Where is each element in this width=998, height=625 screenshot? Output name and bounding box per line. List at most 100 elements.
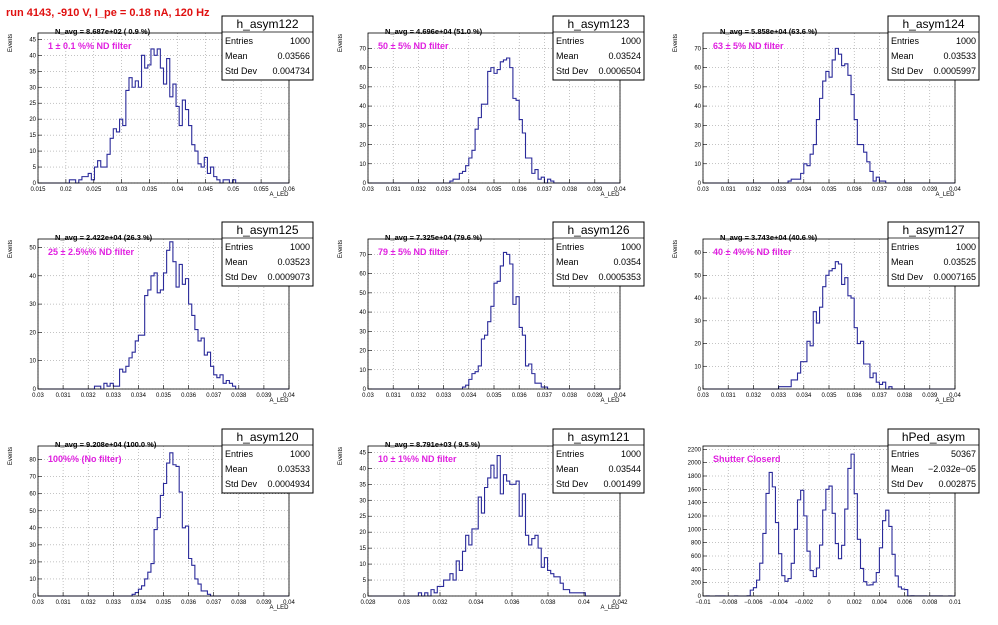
y-tick-label: 0 — [33, 181, 37, 187]
y-tick-label: 30 — [29, 302, 36, 308]
x-tick-label: 0.036 — [847, 187, 863, 193]
x-tick-label: 0.031 — [56, 600, 72, 606]
stats-box: h_asym122 Entries 1000 Mean 0.03566 Std Dev 0.… — [221, 15, 314, 81]
stats-box-title: h_asym122 — [236, 17, 298, 31]
stats-entries-label: Entries — [556, 449, 585, 459]
y-tick-label: 25 — [359, 514, 366, 520]
x-tick-label: 0.037 — [206, 600, 222, 606]
stats-box: hPed_asym Entries 50367 Mean −2.032e−05 Std D… — [887, 428, 980, 494]
x-tick-label: 0.039 — [922, 187, 938, 193]
y-tick-label: 45 — [29, 37, 36, 43]
stats-std-value: 0.002875 — [938, 479, 976, 489]
x-tick-label: 0.025 — [86, 187, 102, 193]
stats-mean-label: Mean — [225, 51, 248, 61]
y-tick-label: 20 — [359, 143, 366, 149]
y-tick-label: 1400 — [688, 501, 702, 507]
stats-entries-label: Entries — [225, 242, 254, 252]
y-tick-label: 10 — [359, 162, 366, 168]
x-tick-label: 0.036 — [181, 393, 197, 399]
x-tick-label: 0.033 — [436, 187, 452, 193]
x-axis-title: A_LED — [600, 398, 620, 404]
y-tick-label: 35 — [29, 69, 36, 75]
x-tick-label: 0.038 — [231, 393, 247, 399]
n-avg-label: N_avg = 5.858e+04 (63.6 %) — [720, 27, 818, 36]
x-tick-label: 0.036 — [504, 600, 520, 606]
stats-entries-value: 1000 — [956, 36, 976, 46]
histogram-line — [38, 48, 289, 184]
stats-std-value: 0.0009073 — [267, 272, 310, 282]
stats-entries-value: 1000 — [956, 242, 976, 252]
y-tick-label: 600 — [691, 554, 702, 560]
stats-std-value: 0.0005353 — [598, 272, 641, 282]
y-tick-label: 0 — [698, 181, 702, 187]
y-tick-label: 0 — [33, 594, 37, 600]
y-tick-label: 45 — [359, 450, 366, 456]
x-tick-label: 0.033 — [106, 600, 122, 606]
y-tick-label: 35 — [359, 482, 366, 488]
y-tick-label: 60 — [29, 492, 36, 498]
x-tick-label: 0.036 — [847, 393, 863, 399]
stats-box-title: h_asym126 — [567, 223, 629, 237]
x-tick-label: 0.055 — [254, 187, 270, 193]
x-tick-label: 0.033 — [771, 393, 787, 399]
x-tick-label: 0.04 — [578, 600, 590, 606]
x-tick-label: 0.04 — [283, 393, 295, 399]
x-tick-label: 0.039 — [587, 187, 603, 193]
x-tick-label: 0.032 — [411, 187, 427, 193]
stats-entries-label: Entries — [556, 36, 585, 46]
stats-box-title: hPed_asym — [902, 430, 965, 444]
x-tick-label: 0.037 — [872, 393, 888, 399]
y-tick-label: 50 — [359, 85, 366, 91]
filter-label: 1 ± 0.1 %% ND filter — [48, 41, 132, 51]
stats-mean-value: 0.03533 — [943, 51, 976, 61]
x-tick-label: 0.06 — [283, 187, 295, 193]
x-tick-label: 0.034 — [461, 393, 477, 399]
y-tick-label: 60 — [694, 66, 701, 72]
stats-entries-label: Entries — [225, 36, 254, 46]
panel-h_asym126: 0.03 0.031 0.032 0.033 0.034 0.035 0.036 0.037 0… — [338, 221, 645, 404]
y-axis-title: Events — [673, 240, 679, 258]
x-axis-title: A_LED — [600, 192, 620, 198]
filter-label: 25 ± 2.5%% ND filter — [48, 247, 134, 257]
y-tick-label: 10 — [29, 359, 36, 365]
y-tick-label: 10 — [694, 162, 701, 168]
x-tick-label: 0.03 — [32, 600, 44, 606]
panel-h_asym122: 0.015 0.02 0.025 0.03 0.035 0.04 0.045 0.05 0.05… — [8, 15, 314, 198]
y-tick-label: 2200 — [688, 447, 702, 453]
y-tick-label: 1800 — [688, 474, 702, 480]
stats-mean-value: 0.03544 — [608, 464, 641, 474]
stats-mean-label: Mean — [225, 257, 248, 267]
y-tick-label: 40 — [359, 104, 366, 110]
y-tick-label: 40 — [694, 296, 701, 302]
x-axis-title: A_LED — [600, 605, 620, 611]
stats-mean-label: Mean — [556, 51, 579, 61]
x-tick-label: 0.04 — [949, 393, 961, 399]
x-tick-label: 0.032 — [411, 393, 427, 399]
y-tick-label: 60 — [694, 251, 701, 257]
stats-std-label: Std Dev — [891, 272, 924, 282]
stats-std-label: Std Dev — [556, 66, 589, 76]
y-axis-title: Events — [338, 34, 344, 52]
y-tick-label: 70 — [359, 46, 366, 52]
histogram-line — [38, 241, 289, 390]
stats-box: h_asym126 Entries 1000 Mean 0.0354 Std Dev 0.0… — [552, 221, 645, 287]
y-tick-label: 0 — [363, 594, 367, 600]
x-tick-label: 0.02 — [60, 187, 72, 193]
x-tick-label: 0.028 — [360, 600, 376, 606]
stats-std-label: Std Dev — [891, 479, 924, 489]
stats-box-frame — [887, 221, 980, 287]
panel-h_asym124: 0.03 0.031 0.032 0.033 0.034 0.035 0.036 0.037 0… — [673, 15, 980, 198]
stats-std-value: 0.0006504 — [598, 66, 641, 76]
histogram-line — [368, 455, 620, 597]
stats-mean-label: Mean — [891, 464, 914, 474]
x-tick-label: 0.034 — [131, 393, 147, 399]
stats-mean-label: Mean — [225, 464, 248, 474]
x-tick-label: 0.034 — [796, 393, 812, 399]
x-axis-title: A_LED — [269, 605, 289, 611]
stats-entries-label: Entries — [891, 449, 920, 459]
stats-box: h_asym123 Entries 1000 Mean 0.03524 Std Dev 0.… — [552, 15, 645, 81]
panel-h_asym121: 0.028 0.03 0.032 0.034 0.036 0.038 0.04 0.042 0 5… — [338, 428, 645, 611]
x-tick-label: 0.039 — [587, 393, 603, 399]
filter-label: 79 ± 5% ND filter — [378, 247, 449, 257]
